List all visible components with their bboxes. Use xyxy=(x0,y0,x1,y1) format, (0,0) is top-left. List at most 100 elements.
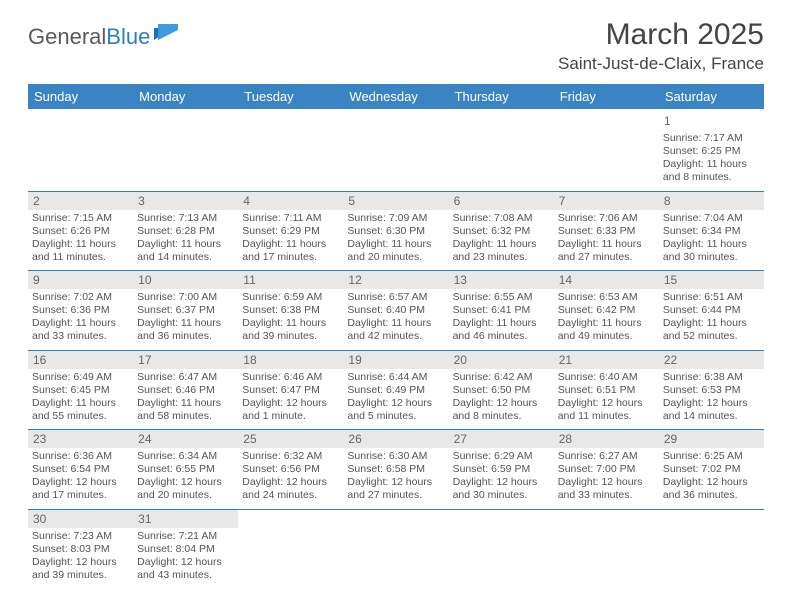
day-info: Sunrise: 6:30 AMSunset: 6:58 PMDaylight:… xyxy=(347,450,444,503)
day-number: 28 xyxy=(554,430,659,448)
day-number: 1 xyxy=(659,112,764,130)
calendar-week-row: 16Sunrise: 6:49 AMSunset: 6:45 PMDayligh… xyxy=(28,350,764,430)
day-number: 18 xyxy=(238,351,343,369)
day-number: 3 xyxy=(133,192,238,210)
calendar-empty-cell xyxy=(554,509,659,588)
day-info: Sunrise: 7:11 AMSunset: 6:29 PMDaylight:… xyxy=(242,212,339,265)
day-info: Sunrise: 7:13 AMSunset: 6:28 PMDaylight:… xyxy=(137,212,234,265)
day-info: Sunrise: 7:00 AMSunset: 6:37 PMDaylight:… xyxy=(137,291,234,344)
calendar-day-cell: 1 Sunrise: 7:17 AMSunset: 6:25 PMDaylight… xyxy=(659,109,764,191)
logo-text-1: General xyxy=(28,24,106,50)
day-number: 26 xyxy=(343,430,448,448)
day-number: 29 xyxy=(659,430,764,448)
calendar-body: 1 Sunrise: 7:17 AMSunset: 6:25 PMDaylight… xyxy=(28,109,764,588)
weekday-header: Monday xyxy=(133,84,238,109)
calendar-day-cell: 4 Sunrise: 7:11 AMSunset: 6:29 PMDaylight… xyxy=(238,191,343,271)
calendar-empty-cell xyxy=(28,109,133,191)
day-info: Sunrise: 6:55 AMSunset: 6:41 PMDaylight:… xyxy=(453,291,550,344)
calendar-day-cell: 7Sunrise: 7:06 AMSunset: 6:33 PMDaylight… xyxy=(554,191,659,271)
day-number: 16 xyxy=(28,351,133,369)
location: Saint-Just-de-Claix, France xyxy=(558,54,764,74)
day-number: 14 xyxy=(554,271,659,289)
calendar-week-row: 30Sunrise: 7:23 AMSunset: 8:03 PMDayligh… xyxy=(28,509,764,588)
calendar-day-cell: 13Sunrise: 6:55 AMSunset: 6:41 PMDayligh… xyxy=(449,271,554,351)
calendar-week-row: 23Sunrise: 6:36 AMSunset: 6:54 PMDayligh… xyxy=(28,430,764,510)
day-info: Sunrise: 6:38 AMSunset: 6:53 PMDaylight:… xyxy=(663,371,760,424)
day-number: 4 xyxy=(238,192,343,210)
day-info: Sunrise: 6:53 AMSunset: 6:42 PMDaylight:… xyxy=(558,291,655,344)
calendar-day-cell: 23Sunrise: 6:36 AMSunset: 6:54 PMDayligh… xyxy=(28,430,133,510)
calendar-day-cell: 28 Sunrise: 6:27 AMSunset: 7:00 PMDayligh… xyxy=(554,430,659,510)
day-info: Sunrise: 7:08 AMSunset: 6:32 PMDaylight:… xyxy=(453,212,550,265)
header: GeneralBlue March 2025 Saint-Just-de-Cla… xyxy=(28,18,764,74)
day-info: Sunrise: 6:27 AMSunset: 7:00 PMDaylight:… xyxy=(558,450,655,503)
calendar-empty-cell xyxy=(343,509,448,588)
calendar-day-cell: 18Sunrise: 6:46 AMSunset: 6:47 PMDayligh… xyxy=(238,350,343,430)
calendar-day-cell: 10 Sunrise: 7:00 AMSunset: 6:37 PMDayligh… xyxy=(133,271,238,351)
day-number: 30 xyxy=(28,510,133,528)
day-info: Sunrise: 6:44 AMSunset: 6:49 PMDaylight:… xyxy=(347,371,444,424)
day-info: Sunrise: 6:47 AMSunset: 6:46 PMDaylight:… xyxy=(137,371,234,424)
calendar-empty-cell xyxy=(659,509,764,588)
flag-icon xyxy=(154,24,178,42)
calendar-day-cell: 29 Sunrise: 6:25 AMSunset: 7:02 PMDayligh… xyxy=(659,430,764,510)
day-number: 5 xyxy=(343,192,448,210)
calendar-table: SundayMondayTuesdayWednesdayThursdayFrid… xyxy=(28,84,764,588)
calendar-day-cell: 8Sunrise: 7:04 AMSunset: 6:34 PMDaylight… xyxy=(659,191,764,271)
day-info: Sunrise: 6:36 AMSunset: 6:54 PMDaylight:… xyxy=(32,450,129,503)
weekday-header: Sunday xyxy=(28,84,133,109)
calendar-day-cell: 31Sunrise: 7:21 AMSunset: 8:04 PMDayligh… xyxy=(133,509,238,588)
calendar-day-cell: 6 Sunrise: 7:08 AMSunset: 6:32 PMDaylight… xyxy=(449,191,554,271)
calendar-empty-cell xyxy=(238,109,343,191)
calendar-day-cell: 24Sunrise: 6:34 AMSunset: 6:55 PMDayligh… xyxy=(133,430,238,510)
day-info: Sunrise: 6:40 AMSunset: 6:51 PMDaylight:… xyxy=(558,371,655,424)
weekday-header: Tuesday xyxy=(238,84,343,109)
day-info: Sunrise: 6:32 AMSunset: 6:56 PMDaylight:… xyxy=(242,450,339,503)
calendar-day-cell: 25 Sunrise: 6:32 AMSunset: 6:56 PMDayligh… xyxy=(238,430,343,510)
day-info: Sunrise: 7:15 AMSunset: 6:26 PMDaylight:… xyxy=(32,212,129,265)
day-info: Sunrise: 6:29 AMSunset: 6:59 PMDaylight:… xyxy=(453,450,550,503)
calendar-week-row: 1 Sunrise: 7:17 AMSunset: 6:25 PMDaylight… xyxy=(28,109,764,191)
day-info: Sunrise: 6:51 AMSunset: 6:44 PMDaylight:… xyxy=(663,291,760,344)
calendar-day-cell: 14 Sunrise: 6:53 AMSunset: 6:42 PMDayligh… xyxy=(554,271,659,351)
day-info: Sunrise: 6:59 AMSunset: 6:38 PMDaylight:… xyxy=(242,291,339,344)
day-number: 9 xyxy=(28,271,133,289)
day-number: 15 xyxy=(659,271,764,289)
title-block: March 2025 Saint-Just-de-Claix, France xyxy=(558,18,764,74)
calendar-day-cell: 2 Sunrise: 7:15 AMSunset: 6:26 PMDaylight… xyxy=(28,191,133,271)
day-number: 12 xyxy=(343,271,448,289)
calendar-day-cell: 19 Sunrise: 6:44 AMSunset: 6:49 PMDayligh… xyxy=(343,350,448,430)
day-number: 2 xyxy=(28,192,133,210)
day-info: Sunrise: 6:25 AMSunset: 7:02 PMDaylight:… xyxy=(663,450,760,503)
calendar-day-cell: 22 Sunrise: 6:38 AMSunset: 6:53 PMDayligh… xyxy=(659,350,764,430)
day-info: Sunrise: 6:57 AMSunset: 6:40 PMDaylight:… xyxy=(347,291,444,344)
day-info: Sunrise: 7:04 AMSunset: 6:34 PMDaylight:… xyxy=(663,212,760,265)
day-info: Sunrise: 7:17 AMSunset: 6:25 PMDaylight:… xyxy=(663,132,760,185)
calendar-day-cell: 26 Sunrise: 6:30 AMSunset: 6:58 PMDayligh… xyxy=(343,430,448,510)
calendar-day-cell: 30Sunrise: 7:23 AMSunset: 8:03 PMDayligh… xyxy=(28,509,133,588)
day-number: 25 xyxy=(238,430,343,448)
weekday-header: Saturday xyxy=(659,84,764,109)
day-info: Sunrise: 7:02 AMSunset: 6:36 PMDaylight:… xyxy=(32,291,129,344)
calendar-empty-cell xyxy=(449,509,554,588)
logo-text-2: Blue xyxy=(106,24,150,50)
day-number: 19 xyxy=(343,351,448,369)
day-number: 11 xyxy=(238,271,343,289)
calendar-empty-cell xyxy=(449,109,554,191)
calendar-day-cell: 16Sunrise: 6:49 AMSunset: 6:45 PMDayligh… xyxy=(28,350,133,430)
day-number: 6 xyxy=(449,192,554,210)
calendar-day-cell: 27Sunrise: 6:29 AMSunset: 6:59 PMDayligh… xyxy=(449,430,554,510)
month-title: March 2025 xyxy=(558,18,764,52)
calendar-day-cell: 12 Sunrise: 6:57 AMSunset: 6:40 PMDayligh… xyxy=(343,271,448,351)
day-number: 21 xyxy=(554,351,659,369)
calendar-day-cell: 21 Sunrise: 6:40 AMSunset: 6:51 PMDayligh… xyxy=(554,350,659,430)
calendar-day-cell: 9 Sunrise: 7:02 AMSunset: 6:36 PMDaylight… xyxy=(28,271,133,351)
day-number: 10 xyxy=(133,271,238,289)
calendar-day-cell: 5Sunrise: 7:09 AMSunset: 6:30 PMDaylight… xyxy=(343,191,448,271)
calendar-day-cell: 15 Sunrise: 6:51 AMSunset: 6:44 PMDayligh… xyxy=(659,271,764,351)
calendar-empty-cell xyxy=(133,109,238,191)
day-number: 17 xyxy=(133,351,238,369)
day-number: 22 xyxy=(659,351,764,369)
calendar-week-row: 2 Sunrise: 7:15 AMSunset: 6:26 PMDaylight… xyxy=(28,191,764,271)
logo: GeneralBlue xyxy=(28,18,178,50)
